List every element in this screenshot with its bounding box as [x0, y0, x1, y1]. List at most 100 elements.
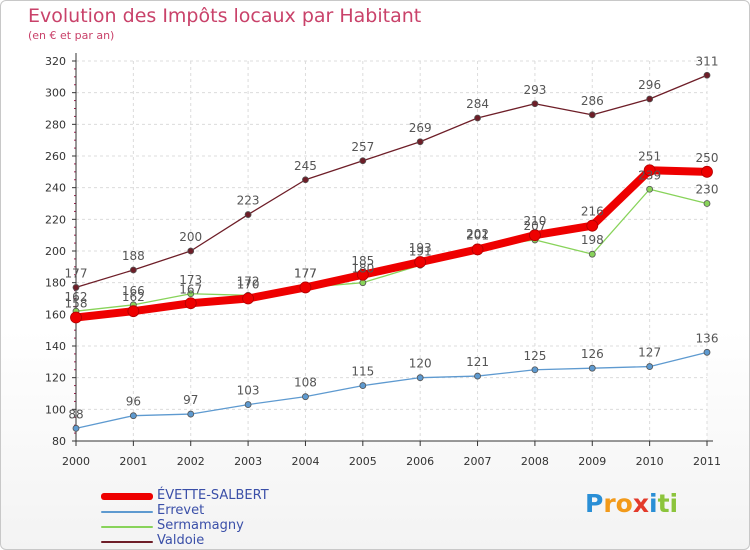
data-point: [302, 393, 309, 401]
y-tick-label: 320: [45, 55, 66, 68]
x-tick-label: 2004: [291, 455, 319, 468]
x-tick-label: 2005: [349, 455, 377, 468]
series-line: [75, 351, 708, 429]
data-label: 115: [351, 365, 374, 379]
data-point: [129, 412, 137, 420]
series-line: [75, 188, 708, 312]
data-point: [244, 401, 252, 408]
data-label: 173: [179, 273, 202, 287]
data-label: 223: [237, 194, 260, 208]
y-tick-label: 200: [45, 245, 66, 258]
data-point: [701, 165, 713, 178]
plot-area: [76, 61, 707, 441]
legend-swatch: [101, 493, 153, 500]
y-tick-label: 240: [45, 182, 66, 195]
data-point: [72, 284, 80, 291]
data-label: 121: [466, 355, 489, 369]
y-tick-label: 300: [45, 87, 66, 100]
data-label: 216: [581, 205, 604, 219]
legend-swatch: [101, 541, 153, 543]
data-label: 193: [409, 241, 432, 255]
logo-letter: P: [585, 489, 604, 518]
data-label: 198: [581, 233, 604, 247]
x-tick-label: 2010: [636, 455, 664, 468]
y-tick-label: 260: [45, 150, 66, 163]
data-label: 269: [409, 121, 432, 135]
data-label: 296: [638, 78, 661, 92]
y-tick-label: 80: [52, 435, 66, 448]
data-point: [416, 374, 424, 382]
data-label: 162: [65, 290, 88, 304]
data-point: [529, 229, 541, 242]
data-point: [703, 71, 711, 79]
data-point: [416, 138, 424, 146]
data-point: [244, 211, 252, 218]
data-label: 251: [638, 149, 661, 163]
data-label: 166: [122, 284, 145, 298]
data-label: 108: [294, 376, 317, 390]
data-point: [187, 290, 195, 298]
legend-label: Valdoie: [157, 533, 205, 548]
data-label: 245: [294, 159, 317, 173]
data-point: [359, 157, 367, 165]
x-tick-label: 2006: [406, 455, 434, 468]
data-point: [356, 268, 369, 281]
logo-letter: r: [603, 489, 616, 518]
x-tick-label: 2011: [693, 455, 721, 468]
data-point: [129, 266, 137, 274]
logo-letter: i: [669, 489, 679, 518]
data-label: 126: [581, 347, 604, 361]
data-point: [531, 366, 539, 374]
x-tick-label: 2002: [177, 455, 205, 468]
data-label: 97: [183, 393, 198, 407]
data-label: 284: [466, 97, 489, 111]
data-label: 162: [122, 290, 145, 304]
chart-title: Evolution des Impôts locaux par Habitant: [28, 5, 422, 27]
data-point: [414, 256, 427, 268]
series-line: [75, 74, 708, 289]
x-tick-label: 2000: [62, 455, 90, 468]
data-point: [586, 219, 599, 232]
data-point: [72, 424, 80, 432]
data-label: 96: [126, 395, 141, 409]
data-label: 201: [466, 228, 489, 242]
data-label: 158: [65, 297, 88, 311]
data-label: 127: [638, 346, 661, 360]
data-label: 210: [523, 214, 546, 228]
logo-letter: o: [615, 489, 633, 518]
data-label: 185: [351, 254, 374, 268]
data-point: [646, 363, 654, 370]
logo-letter: t: [657, 489, 670, 518]
data-label: 311: [696, 54, 719, 68]
data-point: [588, 250, 596, 258]
x-tick-label: 2003: [234, 455, 262, 468]
y-tick-label: 100: [45, 403, 66, 416]
data-point: [302, 176, 309, 184]
data-point: [646, 185, 654, 193]
data-label: 293: [523, 83, 546, 97]
legend-label: Sermamagny: [157, 518, 244, 533]
data-point: [359, 382, 367, 389]
proxiti-logo: Proxiti: [585, 489, 678, 518]
logo-letter: i: [649, 489, 658, 518]
data-label: 177: [65, 266, 88, 280]
y-tick-label: 140: [45, 340, 66, 353]
logo-letter: x: [632, 489, 649, 518]
data-label: 125: [523, 349, 546, 363]
data-point: [646, 95, 654, 103]
data-label: 207: [523, 219, 546, 233]
data-label: 191: [409, 244, 432, 258]
data-point: [471, 243, 484, 256]
data-label: 230: [696, 183, 719, 197]
data-label: 177: [294, 266, 317, 280]
data-point: [703, 348, 711, 356]
data-point: [531, 100, 539, 108]
data-label: 172: [237, 274, 260, 288]
data-label: 200: [179, 230, 202, 244]
y-tick-label: 280: [45, 118, 66, 131]
y-tick-label: 180: [45, 277, 66, 290]
data-point: [474, 372, 481, 380]
legend-swatch: [101, 511, 153, 513]
x-tick-label: 2009: [578, 455, 606, 468]
